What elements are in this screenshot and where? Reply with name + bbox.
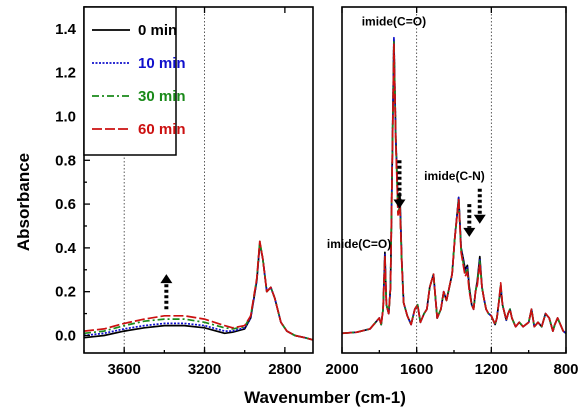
series-line-60-min-left	[83, 240, 314, 341]
legend-label: 0 min	[138, 22, 177, 39]
series-line-60-min-right	[341, 43, 567, 335]
y-tick-label: 0.0	[55, 327, 76, 344]
y-tick-label: 1.2	[55, 65, 76, 82]
legend-label: 10 min	[138, 55, 186, 72]
x-tick-label: 2800	[268, 361, 301, 378]
y-tick-label: 0.8	[55, 152, 76, 169]
arrowhead-icon	[160, 274, 173, 284]
x-tick-label: 800	[553, 361, 578, 378]
annotation-label: imide(C=O)	[327, 237, 391, 251]
arrowhead-icon	[473, 214, 486, 224]
y-tick-label: 1.0	[55, 108, 76, 125]
y-axis-label: Absorbance	[14, 153, 33, 251]
series-line-30-min-right	[341, 41, 567, 335]
series-line-0-min-right	[341, 38, 567, 335]
axis-ticks: 0.0 0.2 0.4 0.6 0.8 1.0 1.2 1.4 3600 3200 2800 2000…	[55, 6, 579, 378]
x-tick-label: 2000	[325, 361, 358, 378]
series-line-10-min-left	[83, 242, 314, 341]
legend: 0 min 10 min 30 min 60 min	[83, 6, 186, 156]
y-tick-label: 0.4	[55, 240, 77, 257]
annotation-label: imide(C=O)	[362, 14, 426, 28]
legend-label: 60 min	[138, 121, 186, 138]
x-axis-label: Wavenumber (cm-1)	[244, 388, 406, 407]
y-tick-label: 0.6	[55, 196, 76, 213]
x-tick-label: 3600	[107, 361, 140, 378]
x-tick-label: 1200	[475, 361, 508, 378]
plot-frame-left	[83, 6, 314, 354]
arrowhead-icon	[393, 199, 406, 209]
peak-annotations: imide(C=O) imide(C=O) imide(C-N)	[160, 14, 486, 310]
y-tick-label: 0.2	[55, 284, 76, 301]
legend-box	[83, 6, 177, 156]
series-line-30-min-left	[83, 240, 314, 341]
grid-lines	[123, 7, 492, 353]
y-tick-label: 1.4	[55, 21, 77, 38]
x-tick-label: 1600	[400, 361, 433, 378]
annotation-label: imide(C-N)	[424, 169, 485, 183]
arrowhead-icon	[463, 227, 476, 237]
legend-label: 30 min	[138, 88, 186, 105]
x-tick-label: 3200	[188, 361, 221, 378]
series-line-10-min-right	[341, 36, 567, 335]
